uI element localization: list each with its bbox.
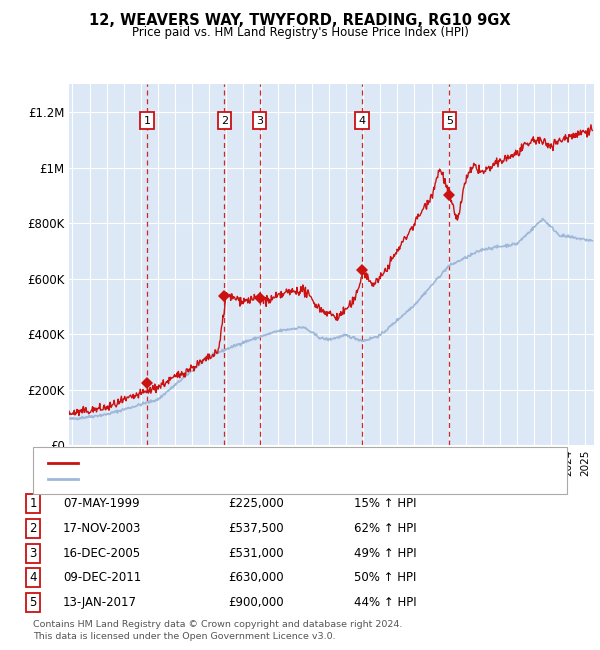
Text: 4: 4 <box>359 116 365 125</box>
Text: Price paid vs. HM Land Registry's House Price Index (HPI): Price paid vs. HM Land Registry's House … <box>131 26 469 39</box>
Text: £531,000: £531,000 <box>228 547 284 560</box>
Text: £900,000: £900,000 <box>228 596 284 609</box>
Text: 07-MAY-1999: 07-MAY-1999 <box>63 497 140 510</box>
Text: This data is licensed under the Open Government Licence v3.0.: This data is licensed under the Open Gov… <box>33 632 335 641</box>
Text: 12, WEAVERS WAY, TWYFORD, READING, RG10 9GX: 12, WEAVERS WAY, TWYFORD, READING, RG10 … <box>89 13 511 28</box>
Text: 09-DEC-2011: 09-DEC-2011 <box>63 571 141 584</box>
Text: 12, WEAVERS WAY, TWYFORD, READING, RG10 9GX (detached house): 12, WEAVERS WAY, TWYFORD, READING, RG10 … <box>84 458 466 467</box>
Text: 62% ↑ HPI: 62% ↑ HPI <box>354 522 416 535</box>
Text: 5: 5 <box>446 116 453 125</box>
Text: 17-NOV-2003: 17-NOV-2003 <box>63 522 142 535</box>
Text: 1: 1 <box>143 116 151 125</box>
Text: Contains HM Land Registry data © Crown copyright and database right 2024.: Contains HM Land Registry data © Crown c… <box>33 620 403 629</box>
Text: 16-DEC-2005: 16-DEC-2005 <box>63 547 141 560</box>
Text: 49% ↑ HPI: 49% ↑ HPI <box>354 547 416 560</box>
Text: 4: 4 <box>29 571 37 584</box>
Text: 3: 3 <box>29 547 37 560</box>
Text: 1: 1 <box>29 497 37 510</box>
Text: £537,500: £537,500 <box>228 522 284 535</box>
Text: 2: 2 <box>29 522 37 535</box>
Text: 13-JAN-2017: 13-JAN-2017 <box>63 596 137 609</box>
Text: 15% ↑ HPI: 15% ↑ HPI <box>354 497 416 510</box>
Text: £225,000: £225,000 <box>228 497 284 510</box>
Text: 3: 3 <box>256 116 263 125</box>
Text: 2: 2 <box>221 116 228 125</box>
Text: £630,000: £630,000 <box>228 571 284 584</box>
Text: HPI: Average price, detached house, Wokingham: HPI: Average price, detached house, Woki… <box>84 474 351 484</box>
Text: 44% ↑ HPI: 44% ↑ HPI <box>354 596 416 609</box>
Text: 5: 5 <box>29 596 37 609</box>
Text: 50% ↑ HPI: 50% ↑ HPI <box>354 571 416 584</box>
